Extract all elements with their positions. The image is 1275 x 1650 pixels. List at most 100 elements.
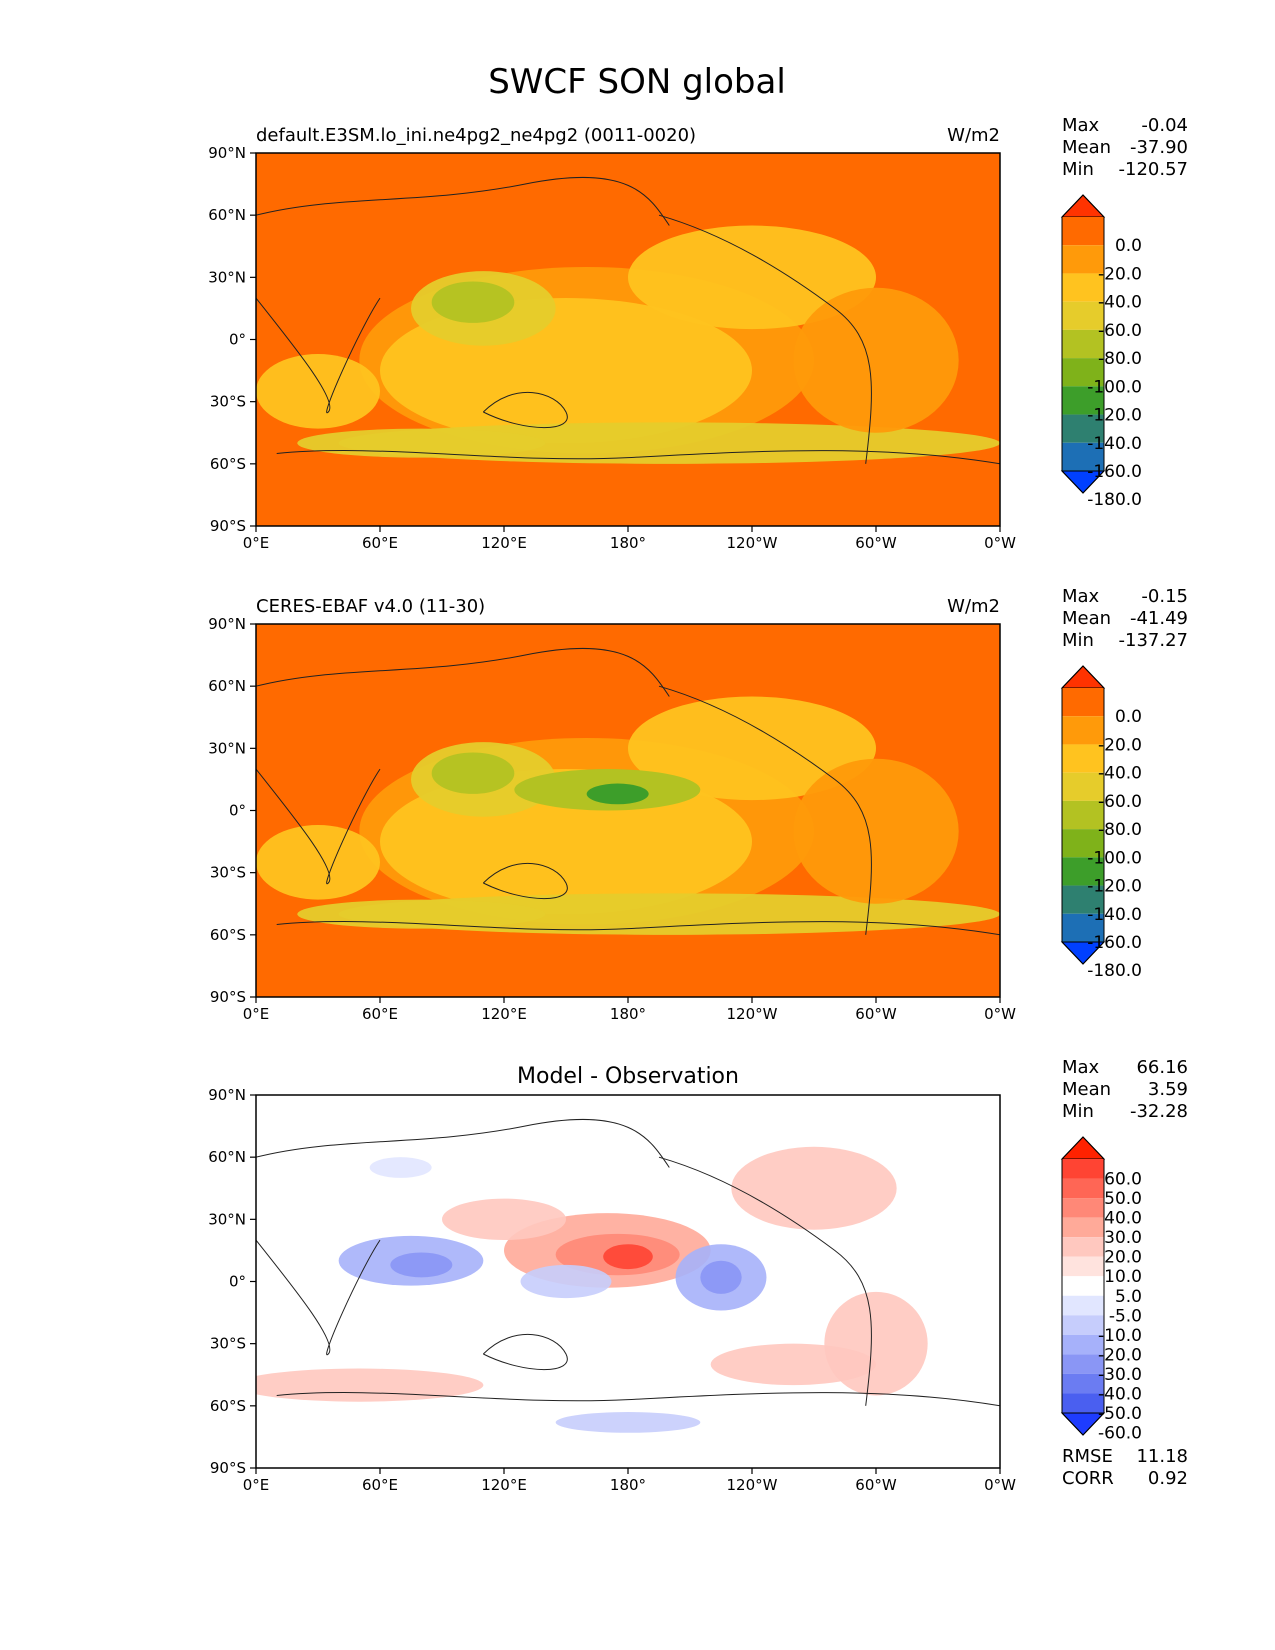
y-tick-label: 30°N	[208, 739, 246, 757]
colorbar-label: -20.0	[1098, 735, 1142, 755]
x-tick-label: 120°W	[727, 1005, 778, 1023]
colorbar-label: 0.0	[1115, 707, 1142, 727]
colorbar-label: -120.0	[1087, 877, 1142, 897]
colorbar-label: 5.0	[1115, 1287, 1142, 1307]
map-panel-3: 0°E 60°E 120°E 180° 120°W 60°W 0°W 90°N 60°N 30°N…	[208, 1057, 1188, 1494]
colorbar-label: -10.0	[1098, 1326, 1142, 1346]
y-tick-label: 0°	[229, 1273, 246, 1291]
panel-title: default.E3SM.lo_ini.ne4pg2_ne4pg2 (0011-…	[256, 125, 696, 146]
stat-label: Max	[1062, 1057, 1100, 1078]
colorbar-label: -60.0	[1098, 1424, 1142, 1444]
colorbar-label: -80.0	[1098, 820, 1142, 840]
colorbar-label: -40.0	[1098, 764, 1142, 784]
x-tick-label: 0°W	[984, 1005, 1016, 1023]
colorbar-label: -120.0	[1087, 406, 1142, 426]
colorbar-label: -140.0	[1087, 434, 1142, 454]
colorbar-label: 60.0	[1104, 1170, 1142, 1190]
stat-label: Mean	[1062, 137, 1111, 158]
colorbar-label: -50.0	[1098, 1404, 1142, 1424]
colorbar: 0.0 -20.0 -40.0 -60.0 -80.0 -100.0 -120.0 -140.…	[1060, 665, 1142, 981]
colorbar-label: -180.0	[1087, 961, 1142, 981]
colorbar-label: -160.0	[1087, 933, 1142, 953]
stat-label: Mean	[1062, 608, 1111, 629]
colorbar-label: -20.0	[1098, 1345, 1142, 1365]
colorbar-label: -40.0	[1098, 293, 1142, 313]
stat-value: 66.16	[1136, 1057, 1188, 1078]
stat-label: Min	[1062, 159, 1094, 180]
x-tick-label: 120°W	[727, 534, 778, 552]
x-tick-label: 120°E	[481, 1476, 527, 1494]
x-tick-label: 60°E	[362, 1476, 398, 1494]
colorbar-label: -60.0	[1098, 792, 1142, 812]
stat-label: Max	[1062, 115, 1100, 136]
colorbar-label: -100.0	[1087, 848, 1142, 868]
colorbar-label: -180.0	[1087, 490, 1142, 510]
colorbar-label: 20.0	[1104, 1248, 1142, 1268]
figure-title: SWCF SON global	[488, 62, 786, 102]
y-tick-label: 90°S	[210, 988, 246, 1006]
x-tick-label: 120°E	[481, 534, 527, 552]
colorbar-label: -160.0	[1087, 462, 1142, 482]
colorbar: 60.050.040.030.020.010.05.0-5.0-10.0-20.…	[1060, 1136, 1142, 1444]
y-tick-label: 0°	[229, 802, 246, 820]
stat-label: Min	[1062, 1101, 1094, 1122]
y-tick-label: 90°N	[208, 1086, 246, 1104]
stat-value: -41.49	[1130, 608, 1188, 629]
coastlines	[256, 1118, 1000, 1407]
map-panel-1: 0°E 60°E 120°E 180° 120°W 60°W 0°W 90°N 60°N 30°N…	[208, 115, 1188, 552]
colorbar-label: -30.0	[1098, 1365, 1142, 1385]
x-tick-label: 180°	[610, 534, 646, 552]
colorbar: 0.0 -20.0 -40.0 -60.0 -80.0 -100.0 -120.0 -140.…	[1060, 194, 1142, 510]
stat-value: 3.59	[1148, 1079, 1188, 1100]
stat-label: Min	[1062, 630, 1094, 651]
colorbar-label: -100.0	[1087, 377, 1142, 397]
y-tick-label: 90°S	[210, 517, 246, 535]
x-tick-label: 0°W	[984, 1476, 1016, 1494]
x-tick-label: 0°E	[243, 534, 270, 552]
stat-label: Mean	[1062, 1079, 1111, 1100]
x-tick-label: 180°	[610, 1005, 646, 1023]
x-tick-label: 60°W	[855, 1476, 897, 1494]
map-field	[256, 624, 1000, 997]
y-tick-label: 90°N	[208, 615, 246, 633]
stat-value: -137.27	[1119, 630, 1188, 651]
y-tick-label: 30°S	[210, 393, 246, 411]
x-tick-label: 180°	[610, 1476, 646, 1494]
stat-value: -32.28	[1130, 1101, 1188, 1122]
x-tick-label: 60°E	[362, 1005, 398, 1023]
x-tick-label: 60°E	[362, 534, 398, 552]
colorbar-label: -140.0	[1087, 905, 1142, 925]
colorbar-label: -60.0	[1098, 321, 1142, 341]
stat-value: 11.18	[1136, 1446, 1188, 1467]
panel-title: CERES-EBAF v4.0 (11-30)	[256, 596, 485, 617]
colorbar-label: 50.0	[1104, 1189, 1142, 1209]
x-tick-label: 0°E	[243, 1005, 270, 1023]
x-tick-label: 60°W	[855, 534, 897, 552]
panel-title: Model - Observation	[517, 1064, 739, 1089]
stat-value: -37.90	[1130, 137, 1188, 158]
y-tick-label: 30°S	[210, 864, 246, 882]
y-tick-label: 30°N	[208, 268, 246, 286]
x-tick-label: 60°W	[855, 1005, 897, 1023]
panel-units: W/m2	[947, 596, 1000, 617]
colorbar-label: 30.0	[1104, 1228, 1142, 1248]
coastlines	[256, 176, 1000, 465]
y-tick-label: 60°N	[208, 677, 246, 695]
x-tick-label: 120°W	[727, 1476, 778, 1494]
stat-value: -0.15	[1141, 586, 1188, 607]
colorbar-label: -20.0	[1098, 264, 1142, 284]
stat-label: RMSE	[1062, 1446, 1113, 1467]
map-field	[256, 1095, 1000, 1468]
y-tick-label: 60°S	[210, 455, 246, 473]
colorbar-label: -80.0	[1098, 349, 1142, 369]
y-tick-label: 60°S	[210, 1397, 246, 1415]
map-panel-2: 0°E 60°E 120°E 180° 120°W 60°W 0°W 90°N 60°N 30°N…	[208, 586, 1188, 1023]
stat-value: 0.92	[1148, 1468, 1188, 1489]
coastlines	[256, 647, 1000, 936]
x-tick-label: 120°E	[481, 1005, 527, 1023]
stat-label: CORR	[1062, 1468, 1114, 1489]
colorbar-label: -40.0	[1098, 1384, 1142, 1404]
y-tick-label: 30°S	[210, 1335, 246, 1353]
y-tick-label: 60°N	[208, 1148, 246, 1166]
